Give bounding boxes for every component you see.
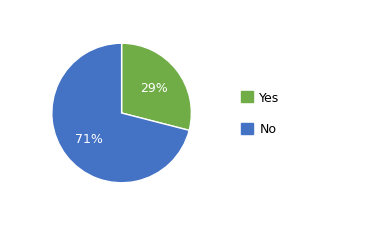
Text: 29%: 29% (140, 82, 168, 95)
Text: 71%: 71% (75, 132, 103, 145)
Wedge shape (122, 44, 192, 131)
Wedge shape (52, 44, 189, 183)
Legend: Yes, No: Yes, No (241, 91, 280, 136)
